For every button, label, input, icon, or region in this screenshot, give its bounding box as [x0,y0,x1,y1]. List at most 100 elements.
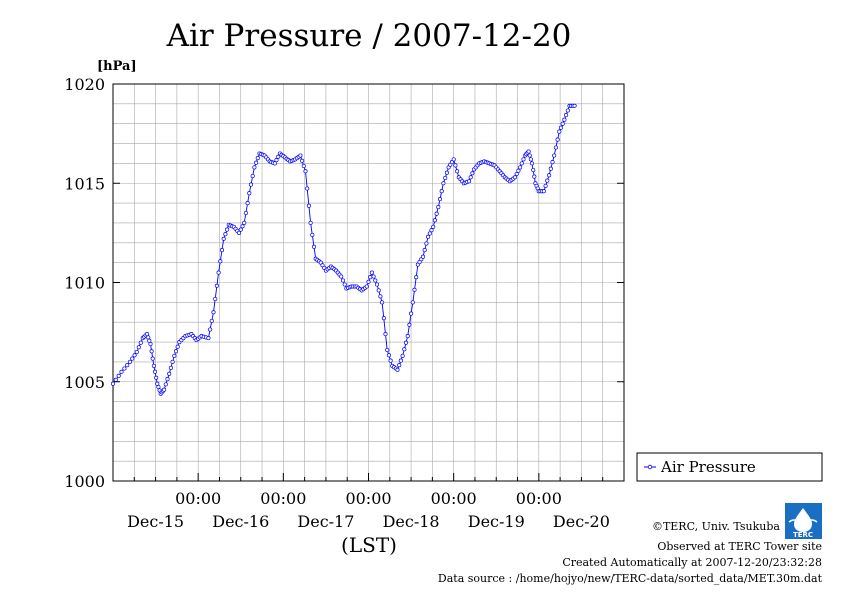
series-point [147,338,152,343]
legend-marker-swatch [647,464,653,470]
series-point [306,203,311,208]
series-point [245,201,250,206]
series-point [172,353,177,358]
series-point [242,220,247,225]
x-day-label: Dec-20 [553,512,610,531]
series-point [298,153,303,158]
series-point [364,284,369,289]
series-line [112,105,575,395]
series-point [468,175,473,180]
series-point [388,358,393,363]
series-point [156,384,161,390]
series-point [547,173,552,178]
series-point [152,369,158,374]
series-point [272,161,277,166]
series-point [572,103,577,108]
series-point [216,270,221,275]
series-point [225,227,230,232]
series-point [397,363,402,368]
series-point [122,366,127,371]
series-point [552,153,557,158]
series-point [412,287,417,292]
x-time-tick-label: 00:00 [175,489,221,508]
terc-logo-text: TERC [793,531,813,539]
terc-logo: TERC [785,503,822,539]
legend: Air Pressure [636,452,823,482]
created-text: Created Automatically at 2007-12-20/23:3… [562,556,822,569]
series-point [208,327,213,332]
series-point [342,282,347,287]
series-point [550,160,555,165]
series-point [383,332,388,337]
series-point [519,161,524,166]
data-source-text: Data source : /home/hojyo/new/TERC-data/… [438,572,823,585]
series-point [138,340,143,345]
y-axis-ticks: 1000 1005 1010 1015 1020 [64,75,624,491]
series-point [369,270,374,275]
x-time-tick-label: 00:00 [345,489,391,508]
series-point [168,365,173,370]
series-point [386,353,391,358]
series-point [132,353,137,358]
copyright-text: ©TERC, Univ. Tsukuba [652,520,780,533]
series-point [434,211,439,216]
series-point [543,183,548,188]
series-point [162,387,167,392]
x-day-label: Dec-15 [127,512,184,531]
y-axis-unit-label: [hPa] [97,59,137,74]
series-point [431,224,436,229]
series-point [545,178,550,183]
series-point [380,300,385,305]
series-point [429,228,434,233]
x-day-label: Dec-16 [212,512,269,531]
x-time-tick-label: 00:00 [431,489,477,508]
series-point [378,294,383,299]
series-point [154,375,159,380]
series-point [555,137,560,142]
y-tick-label: 1000 [64,472,105,491]
series-point [451,157,456,162]
series-point [453,163,458,168]
series-point [564,113,569,118]
series-point [398,358,403,363]
series-point [206,336,211,341]
x-time-tick-label: 00:00 [516,489,562,508]
water-drop-icon [794,508,812,532]
series-point [409,311,414,316]
series-point [514,171,519,177]
series-point [407,322,412,327]
series-point [366,279,371,284]
legend-box [636,452,823,482]
series-point [405,334,410,339]
series-point [149,349,154,354]
series-point [240,224,245,229]
series-point [466,179,472,184]
series-point [248,182,254,187]
series-point [175,344,180,349]
series-point [427,231,432,236]
series-point [110,381,116,386]
series-point [252,165,257,170]
series-point [163,382,168,387]
series-point [521,157,526,162]
series-point [518,165,523,170]
series-point [444,170,449,175]
series-point [167,371,172,376]
series-point [528,157,533,162]
series-point [385,347,390,353]
series-point [311,244,317,249]
series-point [526,149,531,154]
series-point [527,153,532,158]
series-point [512,175,518,180]
observed-text: Observed at TERC Tower site [657,540,822,553]
series-point [373,278,378,283]
series-point [426,234,431,239]
y-tick-label: 1015 [64,174,105,193]
series-point [211,310,216,315]
x-axis-label: (LST) [341,533,397,557]
series-point [173,349,179,354]
x-time-tick-label: 00:00 [260,489,306,508]
series-point [562,117,567,122]
series-point [150,356,155,361]
x-day-label: Dec-17 [297,512,354,531]
